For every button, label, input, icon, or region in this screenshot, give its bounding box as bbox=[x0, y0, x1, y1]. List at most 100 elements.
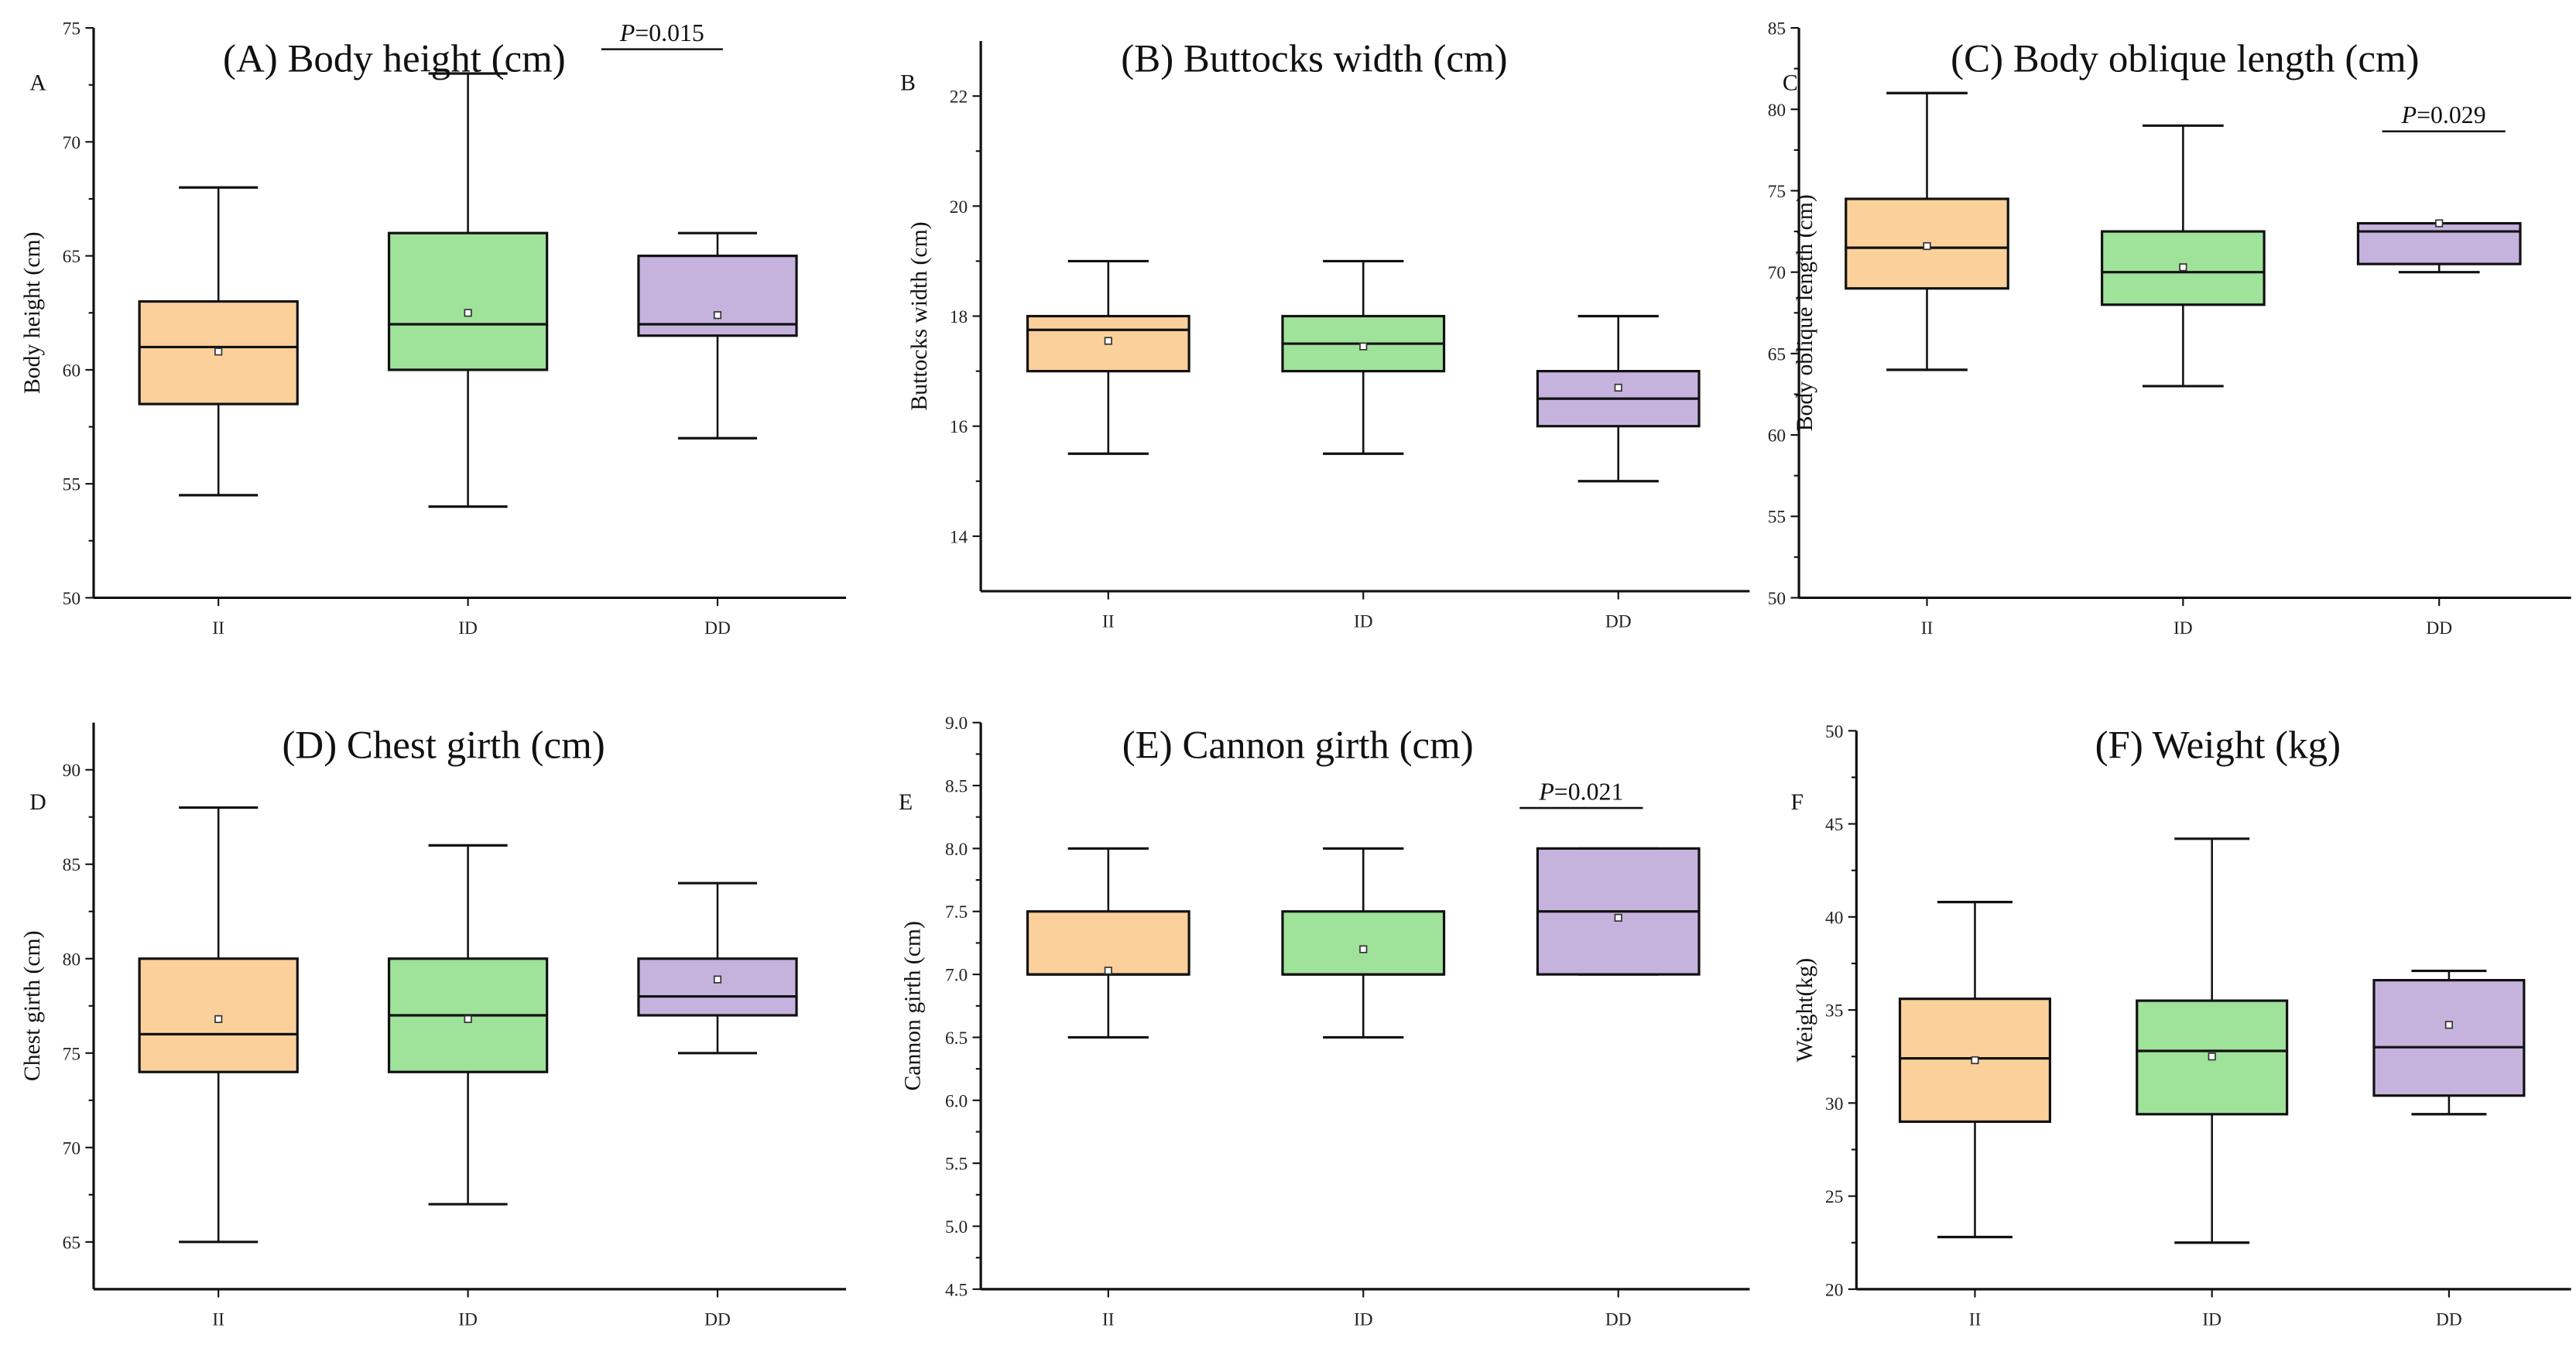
box-id: ID bbox=[1281, 847, 1446, 1330]
y-tick-label: 65 bbox=[63, 247, 80, 267]
mean-marker bbox=[1104, 967, 1112, 975]
panel-title: (C) Body oblique length (cm) bbox=[1951, 38, 2419, 81]
mean-marker bbox=[713, 311, 722, 320]
y-tick-label: 75 bbox=[63, 1044, 80, 1064]
iqr-box bbox=[2356, 221, 2522, 265]
y-tick-label: 35 bbox=[1825, 1001, 1843, 1022]
box-dd: DD bbox=[1536, 847, 1701, 1330]
panel-letter: F bbox=[1790, 790, 1804, 815]
p-symbol: P bbox=[2401, 101, 2417, 128]
x-tick-label: ID bbox=[458, 1310, 478, 1330]
p-symbol: P bbox=[1538, 778, 1553, 805]
y-tick-label: 4.5 bbox=[945, 1280, 968, 1300]
panel-title: (A) Body height (cm) bbox=[223, 38, 566, 81]
box-dd: DD bbox=[1536, 314, 1701, 632]
y-tick-label: 30 bbox=[1825, 1094, 1843, 1114]
y-tick-label: 16 bbox=[950, 417, 968, 437]
mean-marker bbox=[1104, 337, 1112, 345]
y-tick-label: 18 bbox=[950, 307, 968, 327]
mean-marker bbox=[2208, 1052, 2216, 1061]
mean-marker bbox=[214, 1015, 223, 1023]
mean-marker bbox=[2444, 1021, 2454, 1029]
y-tick-label: 70 bbox=[1768, 263, 1786, 283]
mean-marker bbox=[1359, 945, 1368, 953]
y-tick-label: 60 bbox=[1768, 426, 1786, 447]
box-ii: II bbox=[1898, 901, 2052, 1330]
y-tick-label: 70 bbox=[63, 133, 80, 153]
x-tick-label: II bbox=[1102, 612, 1115, 632]
p-symbol: P bbox=[619, 19, 635, 46]
box-dd: DD bbox=[2356, 219, 2522, 638]
x-tick-label: II bbox=[212, 618, 224, 638]
x-tick-label: DD bbox=[1605, 1310, 1632, 1330]
y-tick-label: 80 bbox=[63, 950, 80, 970]
x-tick-label: ID bbox=[2202, 1310, 2221, 1330]
panel-letter: B bbox=[900, 71, 916, 96]
mean-marker bbox=[713, 975, 722, 984]
iqr-box bbox=[387, 231, 549, 371]
box-dd: DD bbox=[2372, 969, 2526, 1330]
y-tick-label: 9.0 bbox=[945, 714, 968, 734]
y-tick-label: 65 bbox=[63, 1233, 80, 1253]
p-value-annotation: P=0.015 bbox=[619, 19, 704, 46]
mean-marker bbox=[464, 1015, 472, 1023]
x-tick-label: ID bbox=[1354, 612, 1373, 632]
iqr-box bbox=[2372, 979, 2526, 1097]
x-tick-label: II bbox=[1102, 1310, 1115, 1330]
box-dd: DD bbox=[637, 231, 798, 638]
box-ii: II bbox=[138, 806, 299, 1330]
y-tick-label: 22 bbox=[950, 87, 968, 108]
box-id: ID bbox=[387, 72, 549, 638]
y-axis-label: Weight(kg) bbox=[1793, 958, 1817, 1063]
p-value: =0.021 bbox=[1554, 778, 1624, 805]
box-ii: II bbox=[1026, 259, 1190, 632]
y-tick-label: 8.0 bbox=[945, 840, 968, 860]
mean-marker bbox=[464, 309, 472, 317]
y-tick-label: 60 bbox=[63, 361, 80, 381]
mean-marker bbox=[1971, 1056, 1979, 1065]
y-tick-label: 20 bbox=[950, 197, 968, 217]
y-tick-label: 70 bbox=[63, 1138, 80, 1158]
x-tick-label: DD bbox=[2436, 1310, 2462, 1330]
box-ii: II bbox=[138, 186, 299, 638]
p-value-annotation: P=0.021 bbox=[1538, 778, 1623, 805]
box-dd: DD bbox=[637, 881, 798, 1330]
y-tick-label: 50 bbox=[1768, 589, 1786, 609]
box-id: ID bbox=[2136, 837, 2289, 1330]
p-value-annotation: P=0.029 bbox=[2401, 101, 2486, 128]
mean-marker bbox=[2179, 263, 2187, 272]
panel-title: (D) Chest girth (cm) bbox=[282, 724, 605, 768]
y-tick-label: 45 bbox=[1825, 815, 1843, 835]
y-tick-label: 7.0 bbox=[945, 966, 968, 986]
y-tick-label: 6.0 bbox=[945, 1091, 968, 1111]
box-ii: II bbox=[1026, 847, 1190, 1330]
x-tick-label: II bbox=[212, 1310, 224, 1330]
x-tick-label: ID bbox=[1354, 1310, 1373, 1330]
panel-e: (E) Cannon girth (cm) E Cannon girth (cm) 4… bbox=[899, 714, 1750, 1330]
y-tick-label: 7.5 bbox=[945, 902, 968, 922]
panel-b: (B) Buttocks width (cm) B Buttocks width (… bbox=[900, 38, 1750, 632]
y-tick-label: 65 bbox=[1768, 344, 1786, 364]
y-axis-label: Buttocks width (cm) bbox=[907, 221, 932, 410]
y-tick-label: 5.0 bbox=[945, 1217, 968, 1237]
mean-marker bbox=[214, 347, 223, 356]
iqr-box bbox=[637, 255, 798, 337]
y-tick-label: 55 bbox=[1768, 508, 1786, 528]
x-tick-label: DD bbox=[704, 1310, 731, 1330]
mean-marker bbox=[2435, 219, 2444, 228]
panel-title: (E) Cannon girth (cm) bbox=[1122, 724, 1474, 768]
box-id: ID bbox=[1281, 259, 1446, 632]
y-axis-label: Chest girth (cm) bbox=[20, 930, 45, 1081]
panel-f: (F) Weight (kg) F Weight(kg) 20 25 30 35 40 45 50… bbox=[1790, 722, 2571, 1330]
p-value: =0.015 bbox=[635, 19, 704, 46]
x-tick-label: ID bbox=[458, 618, 478, 638]
panel-letter: E bbox=[899, 790, 913, 815]
panel-letter: D bbox=[29, 790, 46, 815]
y-tick-label: 80 bbox=[1768, 101, 1786, 121]
y-axis-label: Cannon girth (cm) bbox=[901, 921, 926, 1090]
y-tick-label: 90 bbox=[63, 761, 80, 781]
box-id: ID bbox=[387, 844, 549, 1330]
panel-title: (F) Weight (kg) bbox=[2095, 724, 2341, 768]
